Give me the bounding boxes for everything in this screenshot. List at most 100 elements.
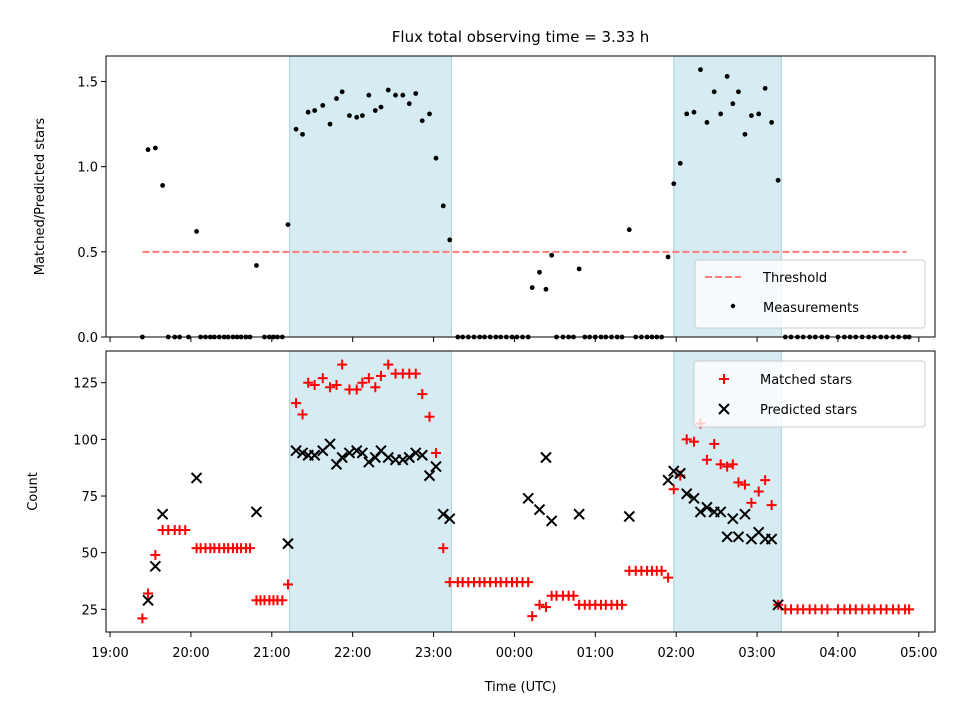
predicted-star-point <box>149 560 162 572</box>
matched-star-point <box>753 486 764 497</box>
measurement-point <box>305 109 311 115</box>
y-tick-label: 0.0 <box>77 331 98 346</box>
predicted-star-point <box>356 447 369 459</box>
matched-star-point <box>244 543 255 554</box>
matched-star-point <box>291 398 302 409</box>
x-marker-b <box>375 445 387 457</box>
x-marker-b <box>149 560 162 572</box>
predicted-star-point <box>336 451 348 464</box>
ratio-panel: 0.0 0.5 1.0 1.5 Flux total observing time =… <box>33 28 936 346</box>
measurement-point <box>152 145 158 151</box>
measurement-point <box>366 92 372 98</box>
predicted-star-point <box>250 506 263 518</box>
predicted-star-point <box>282 537 294 550</box>
x-marker-b <box>662 474 674 486</box>
measurement-point <box>736 89 741 95</box>
measurement-point <box>160 183 166 188</box>
matched-star-point <box>822 604 833 615</box>
measurement-point <box>359 113 365 119</box>
measurement-point <box>372 108 378 113</box>
matched-star-point <box>715 459 726 470</box>
x-marker-b <box>382 451 394 464</box>
x-marker-b <box>444 512 456 525</box>
predicted-star-point <box>410 447 422 459</box>
predicted-star-point <box>623 510 635 523</box>
matched-star-point <box>410 368 421 379</box>
measurement-point <box>413 91 419 96</box>
predicted-star-point <box>668 465 680 477</box>
x-marker-b <box>540 451 552 464</box>
matched-star-point <box>297 409 308 420</box>
matched-star-point <box>438 543 449 554</box>
y-tick-label: 0.5 <box>77 246 98 261</box>
measurement-point <box>334 96 339 101</box>
predicted-star-point <box>739 508 751 520</box>
matched-star-point <box>383 359 394 370</box>
x-marker-b <box>410 447 422 459</box>
measurement-point <box>698 67 703 73</box>
predicted-star-point <box>714 506 727 518</box>
predicted-star-point <box>721 531 733 543</box>
matched-star-point <box>282 579 293 590</box>
x-marker-b <box>397 454 409 466</box>
predicted-star-point <box>190 472 203 484</box>
predicted-star-point <box>363 456 375 468</box>
matched-star-point <box>523 577 534 588</box>
measurement-point <box>724 74 730 79</box>
x-marker-b <box>545 515 558 527</box>
x-tick-label: 04:00 <box>819 646 856 661</box>
measurement-point <box>749 113 754 119</box>
matched-star-point <box>688 436 699 447</box>
top-legend-box <box>694 259 926 329</box>
predicted-star-point <box>772 599 784 611</box>
predicted-star-point <box>674 467 686 480</box>
legend-threshold-label: Threshold <box>762 271 827 286</box>
x-marker-b <box>688 492 700 505</box>
predicted-star-point <box>688 492 700 505</box>
measurement-point <box>762 85 768 91</box>
y-tick-label: 50 <box>81 547 98 562</box>
y-tick-label: 25 <box>81 603 98 618</box>
matched-star-point <box>727 459 738 470</box>
x-marker-b <box>680 488 693 500</box>
x-marker-b <box>423 469 436 482</box>
legend-matched-label: Matched stars <box>760 373 852 388</box>
x-marker-b <box>674 467 686 480</box>
x-marker-b <box>668 465 680 477</box>
legend-matched-swatch <box>719 374 729 384</box>
measurement-point <box>433 155 439 161</box>
predicted-star-point <box>540 451 552 464</box>
measurement-point <box>320 102 326 108</box>
matched-star-point <box>746 497 757 508</box>
measurement-point <box>440 203 446 209</box>
x-marker-b <box>430 460 442 473</box>
matched-star-point <box>739 479 750 490</box>
legend-measurements-swatch <box>730 303 736 309</box>
measurement-point <box>347 113 352 119</box>
matched-star-point <box>150 549 161 560</box>
measurement-point <box>145 147 151 153</box>
matched-star-point <box>568 590 579 601</box>
measurement-point <box>400 92 406 98</box>
top-y-axis: 0.0 0.5 1.0 1.5 <box>77 76 106 346</box>
x-marker-b <box>694 506 707 518</box>
matched-star-point <box>417 389 428 400</box>
matched-star-point <box>701 454 712 465</box>
measurement-point <box>293 126 299 132</box>
x-marker-b <box>190 472 203 484</box>
x-marker-b <box>156 508 169 520</box>
x-tick-label: 19:00 <box>91 646 128 661</box>
matched-star-point <box>180 525 191 536</box>
measurement-point <box>427 111 432 117</box>
measurement-point <box>677 160 683 166</box>
predicted-star-point <box>423 469 436 482</box>
x-marker-b <box>718 403 730 415</box>
measurement-point <box>339 89 345 95</box>
measurement-point <box>406 101 412 107</box>
x-marker-b <box>721 531 733 543</box>
matched-star-point <box>766 500 777 511</box>
x-tick-label: 00:00 <box>496 646 533 661</box>
matched-star-point <box>904 604 915 615</box>
predicted-star-point <box>444 512 456 525</box>
